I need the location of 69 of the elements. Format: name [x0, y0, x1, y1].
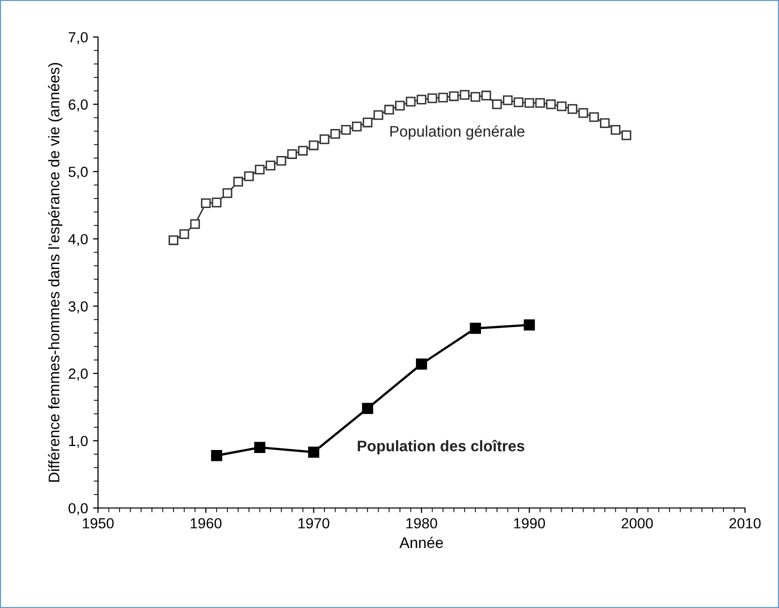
point [492, 99, 502, 110]
series-label: Population des cloîtres [358, 440, 524, 454]
point [320, 134, 330, 144]
point [212, 198, 222, 208]
point [395, 100, 405, 110]
x-tick-label: 2000 [622, 518, 653, 528]
point [168, 235, 178, 246]
point [362, 118, 372, 128]
point [200, 198, 211, 208]
point [578, 108, 588, 118]
y-tick-label: 2,0 [68, 368, 88, 381]
point [287, 149, 297, 159]
x-tick-label: 1960 [190, 518, 222, 528]
y-tick-label: 0,0 [68, 503, 88, 516]
y-tick-label: 7,0 [68, 32, 88, 44]
y-tick-label: 6,0 [68, 99, 88, 112]
y-tick-label: 5,0 [68, 166, 88, 179]
point [352, 122, 362, 132]
point [374, 110, 384, 120]
y-tick-label: 3,0 [68, 301, 88, 314]
point [514, 97, 524, 108]
point [341, 124, 351, 135]
point [622, 130, 632, 140]
point [233, 176, 244, 187]
point [254, 442, 266, 453]
point [266, 160, 276, 170]
point [600, 118, 610, 128]
point [298, 146, 308, 156]
y-axis-title: Différence femmes-hommes dans l’espérance de vie (années) [48, 62, 62, 482]
x-axis-title: Année [399, 536, 443, 548]
point [416, 358, 428, 370]
point [524, 319, 535, 331]
point [448, 91, 459, 102]
series-label: Population générale [390, 125, 524, 140]
point [211, 450, 222, 462]
point [610, 124, 620, 135]
x-tick-label: 1970 [298, 518, 330, 528]
point [190, 219, 200, 229]
x-tick-label: 1950 [82, 518, 114, 528]
y-tick-label: 1,0 [69, 436, 88, 448]
y-tick-label: 4,0 [68, 234, 88, 246]
point [330, 129, 340, 139]
point [416, 94, 426, 104]
point [308, 446, 320, 458]
point [406, 96, 416, 106]
point [524, 98, 534, 108]
point [438, 92, 448, 102]
point [427, 93, 438, 104]
point [384, 104, 394, 115]
point [556, 101, 567, 112]
point [276, 156, 286, 166]
point [222, 188, 232, 198]
point [535, 98, 545, 108]
point [546, 99, 556, 110]
point [502, 95, 513, 106]
point [589, 112, 599, 122]
point [470, 322, 481, 334]
point [460, 90, 470, 100]
point [179, 229, 190, 240]
point [254, 164, 265, 174]
point [308, 140, 319, 150]
x-tick-label: 1980 [406, 518, 438, 528]
x-tick-label: 2010 [730, 518, 761, 528]
point [481, 90, 492, 100]
point [362, 402, 374, 414]
point [470, 92, 480, 102]
point [568, 104, 578, 114]
point [244, 171, 254, 182]
x-tick-label: 1990 [514, 518, 545, 528]
